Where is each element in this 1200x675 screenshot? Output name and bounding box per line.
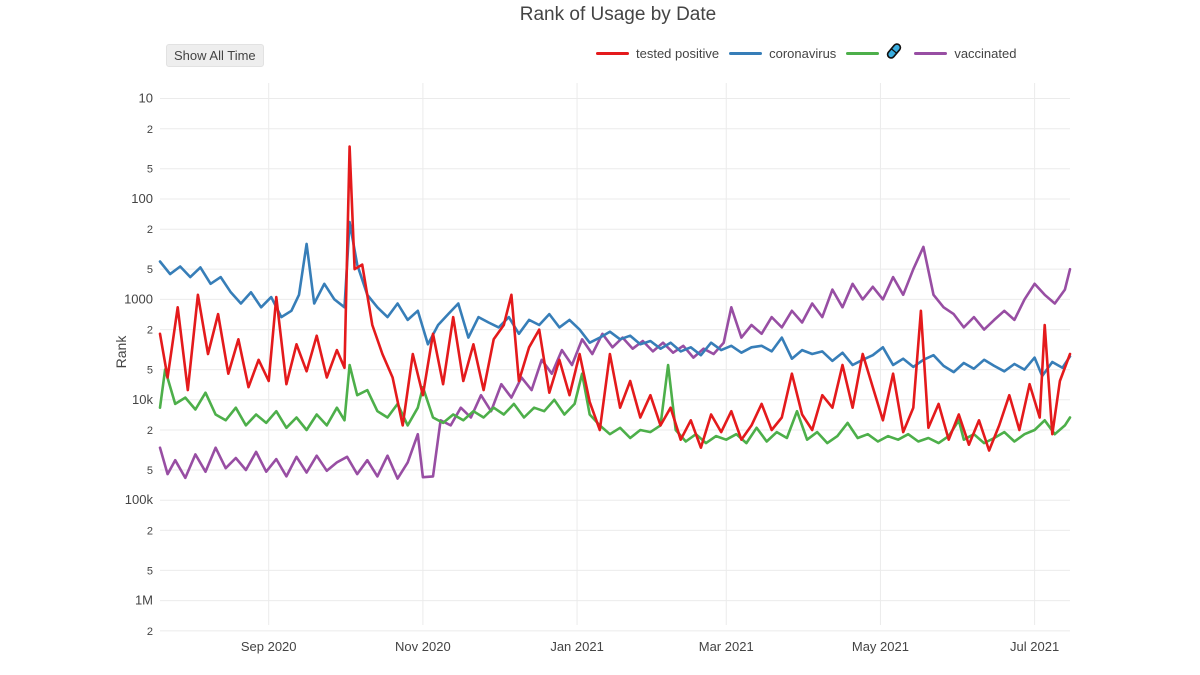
y-tick-label: 2 bbox=[147, 325, 153, 337]
y-axis-tick-labels: 10 2 5 100 2 5 1000 2 5 10k 2 5 100k 2 5 1M 2 bbox=[124, 91, 153, 638]
x-tick-label: Jan 2021 bbox=[550, 639, 604, 654]
series-line-vaccinated bbox=[158, 245, 1072, 480]
y-gridlines bbox=[160, 98, 1070, 632]
y-tick-label: 10 bbox=[139, 91, 153, 106]
y-tick-label: 100k bbox=[125, 492, 154, 507]
y-tick-label: 2 bbox=[147, 626, 153, 638]
y-tick-label: 1000 bbox=[124, 291, 153, 306]
legend-label-vaccinated: vaccinated bbox=[954, 45, 1017, 61]
series-line-pill bbox=[158, 363, 1072, 445]
legend-label-coronavirus: coronavirus bbox=[769, 45, 837, 61]
y-tick-label: 2 bbox=[147, 224, 153, 236]
y-tick-label: 100 bbox=[131, 191, 153, 206]
legend-item-vaccinated[interactable]: vaccinated bbox=[914, 46, 1016, 61]
x-tick-label: Mar 2021 bbox=[699, 639, 754, 654]
y-tick-label: 5 bbox=[147, 565, 153, 577]
pill-icon bbox=[884, 41, 904, 66]
legend-item-tested-positive[interactable]: tested positive bbox=[596, 46, 719, 61]
legend: tested positive coronavirus vaccinated bbox=[596, 42, 1026, 64]
y-tick-label: 5 bbox=[147, 465, 153, 477]
legend-label-tested-positive: tested positive bbox=[636, 45, 720, 61]
x-tick-label: Nov 2020 bbox=[395, 639, 451, 654]
series-line-coronavirus bbox=[158, 220, 1072, 378]
y-tick-label: 2 bbox=[147, 124, 153, 136]
show-all-time-button[interactable]: Show All Time bbox=[166, 44, 264, 67]
y-tick-label: 5 bbox=[147, 264, 153, 276]
y-tick-label: 1M bbox=[135, 593, 153, 608]
legend-swatch-pill bbox=[846, 51, 880, 55]
legend-swatch-vaccinated bbox=[914, 51, 948, 55]
series-lines bbox=[158, 145, 1072, 480]
x-tick-label: Jul 2021 bbox=[1010, 639, 1059, 654]
legend-item-pill[interactable] bbox=[846, 41, 904, 66]
y-tick-label: 5 bbox=[147, 164, 153, 176]
chart-title: Rank of Usage by Date bbox=[519, 4, 717, 25]
x-gridlines bbox=[268, 83, 1036, 625]
x-tick-label: May 2021 bbox=[852, 639, 909, 654]
y-tick-label: 2 bbox=[147, 525, 153, 537]
legend-item-coronavirus[interactable]: coronavirus bbox=[729, 46, 836, 61]
legend-swatch-coronavirus bbox=[729, 51, 763, 55]
x-tick-label: Sep 2020 bbox=[241, 639, 297, 654]
x-axis-tick-labels: Sep 2020 Nov 2020 Jan 2021 Mar 2021 May 2021… bbox=[241, 639, 1059, 654]
y-axis-label: Rank bbox=[113, 335, 129, 369]
y-tick-label: 2 bbox=[147, 425, 153, 437]
series-line-tested-positive bbox=[158, 145, 1072, 452]
legend-swatch-tested-positive bbox=[596, 51, 629, 55]
y-tick-label: 5 bbox=[147, 365, 153, 377]
y-tick-label: 10k bbox=[132, 392, 153, 407]
